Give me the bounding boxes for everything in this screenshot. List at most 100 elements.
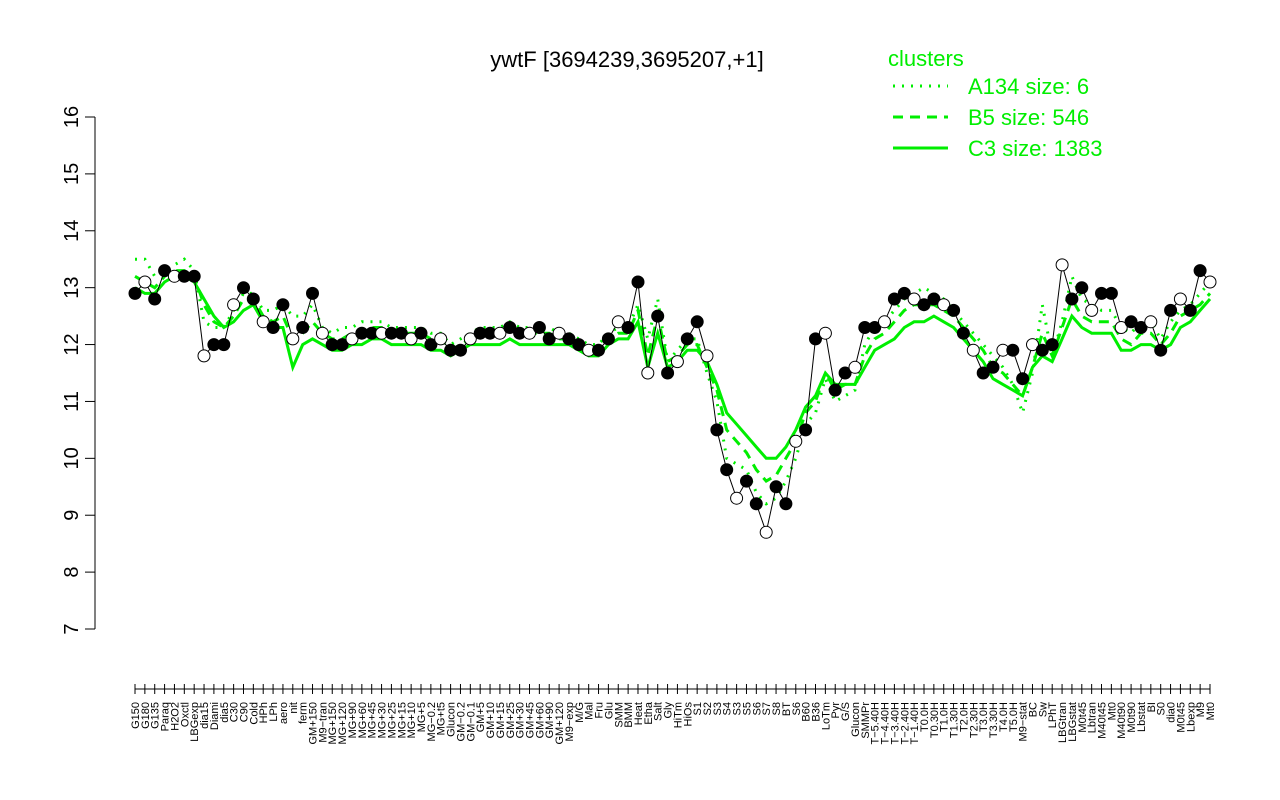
x-tick-label: T−5.40H [870, 702, 882, 745]
x-tick-label: SMM [613, 702, 625, 728]
data-point [670, 355, 684, 369]
x-tick-label: Cold [248, 702, 260, 725]
x-tick-label: GM+60 [534, 702, 546, 738]
data-point [434, 332, 448, 346]
data-point [1035, 343, 1049, 357]
data-point [217, 338, 231, 352]
data-point [680, 332, 694, 346]
data-point [947, 303, 961, 317]
x-tick-label: GM+5 [475, 702, 487, 732]
data-point [523, 326, 536, 340]
data-point [532, 321, 546, 334]
x-tick-label: T3.0H [978, 702, 990, 732]
y-tick-label: 11 [61, 391, 83, 412]
x-tick-label: HiOs [682, 702, 694, 727]
x-tick-label: MG+5 [416, 702, 428, 732]
x-tick-label: T−4.40H [880, 702, 892, 745]
x-tick-label: MG+25 [386, 702, 398, 738]
data-point [700, 349, 714, 363]
x-tick-label: M0t45 [1077, 702, 1089, 733]
data-point [148, 292, 162, 306]
x-tick-label: B60 [801, 702, 813, 722]
x-tick-label: MG+15 [396, 702, 408, 738]
x-tick-label: Oxctl [179, 702, 191, 727]
data-point [740, 474, 753, 488]
x-tick-label: Etha [643, 701, 655, 725]
data-point [463, 332, 477, 346]
x-tick-label: aero [278, 702, 290, 724]
data-point [1016, 372, 1030, 386]
data-point [1134, 321, 1148, 334]
data-point [799, 423, 813, 437]
data-point [848, 360, 862, 374]
data-point [710, 423, 724, 437]
x-tick-label: C90 [238, 702, 250, 722]
data-point [296, 321, 310, 334]
x-tick-label: dia0 [1166, 702, 1178, 723]
x-tick-label: S5 [741, 702, 753, 715]
x-tick-label: C30 [229, 702, 241, 722]
x-tick-label: S3 [712, 702, 724, 715]
x-tick-label: GM−0.1 [465, 702, 477, 741]
data-point [424, 338, 438, 352]
x-tick-label: GM−0.2 [455, 702, 467, 741]
x-tick-label: GM+25 [505, 702, 517, 738]
data-point [138, 275, 152, 289]
data-point [868, 321, 882, 334]
x-tick-label: S2 [702, 702, 714, 715]
x-tick-label: MG+45 [367, 702, 379, 738]
x-tick-label: T−3.40H [889, 702, 901, 745]
data-point [641, 366, 655, 380]
data-point [454, 343, 467, 357]
x-tick-label: MG+150 [327, 702, 339, 745]
x-tick-label: LBGstat [1067, 702, 1079, 742]
data-point [503, 321, 517, 334]
data-point [1085, 303, 1099, 317]
data-point [1055, 258, 1069, 272]
x-tick-label: M0t45 [1175, 702, 1187, 733]
data-point [286, 332, 300, 346]
data-point [1193, 264, 1207, 278]
series-line-0 [135, 257, 1212, 506]
x-tick-label: M40t45 [1097, 702, 1109, 739]
data-point [907, 292, 921, 306]
legend-entry-0: A134 size: 6 [968, 74, 1089, 99]
x-tick-label: Glucon [850, 702, 862, 737]
data-point [1164, 303, 1178, 317]
x-tick-label: Salt [653, 702, 665, 721]
data-point [809, 332, 822, 346]
x-tick-label: T0.0H [919, 702, 931, 732]
x-tick-label: BI [1146, 702, 1158, 712]
data-point [621, 321, 635, 334]
data-point [789, 434, 803, 448]
x-tick-label: Fru [594, 702, 606, 719]
x-tick-label: T4.0H [998, 702, 1010, 732]
x-tick-label: MG−0.2 [426, 702, 438, 741]
x-tick-label: dia5 [219, 702, 231, 723]
x-axis: G150G180G135ParaqH2O2OxctlLBGexpdia15Dia… [130, 684, 1217, 745]
x-tick-label: Sw [1037, 702, 1049, 717]
x-tick-label: Mt0 [1106, 702, 1118, 720]
data-points [128, 258, 1217, 539]
x-tick-label: G/S [840, 702, 852, 721]
y-tick-label: 10 [61, 447, 83, 469]
data-point [542, 332, 556, 346]
x-tick-label: S7 [761, 702, 773, 715]
x-tick-label: MG+120 [337, 702, 349, 745]
x-tick-label: T1.0H [939, 702, 951, 732]
data-point [887, 292, 901, 306]
x-tick-label: GM+90 [544, 702, 556, 738]
data-point [1075, 281, 1089, 295]
data-point [394, 326, 408, 340]
x-tick-label: LoTm [820, 702, 832, 730]
x-tick-label: M9−stat [1018, 702, 1030, 741]
x-tick-label: B36 [811, 702, 823, 722]
data-point [1045, 338, 1059, 352]
x-tick-label: BT [781, 702, 793, 716]
data-point [1104, 286, 1118, 300]
x-tick-label: Glucon [446, 702, 458, 737]
x-tick-label: G150 [130, 702, 142, 729]
x-tick-label: T2.0H [958, 702, 970, 732]
data-point [266, 321, 280, 334]
